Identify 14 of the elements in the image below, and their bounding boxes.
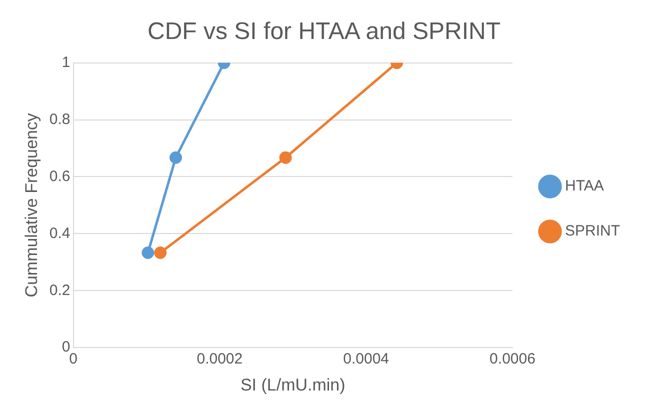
y-axis-title: Cummulative Frequency (22, 112, 41, 298)
y-tick-label: 0.2 (49, 282, 70, 299)
x-tick-label: 0.0004 (343, 350, 390, 368)
legend-label: SPRINT (564, 222, 620, 240)
y-tick-label: 0.8 (49, 110, 70, 128)
y-tick-label: 1 (62, 54, 70, 71)
x-tick-label: 0.0006 (490, 350, 536, 368)
chart-title: CDF vs SI for HTAA and SPRINT (148, 18, 501, 46)
y-tick-label: 0.4 (49, 224, 70, 242)
y-tick-label: 0 (62, 338, 70, 356)
y-tick-label: 0.6 (49, 168, 70, 185)
x-axis-title: SI (L/mU.min) (240, 375, 346, 394)
legend-label: HTAA (564, 178, 604, 195)
x-tick-label: 0.0002 (196, 350, 243, 368)
